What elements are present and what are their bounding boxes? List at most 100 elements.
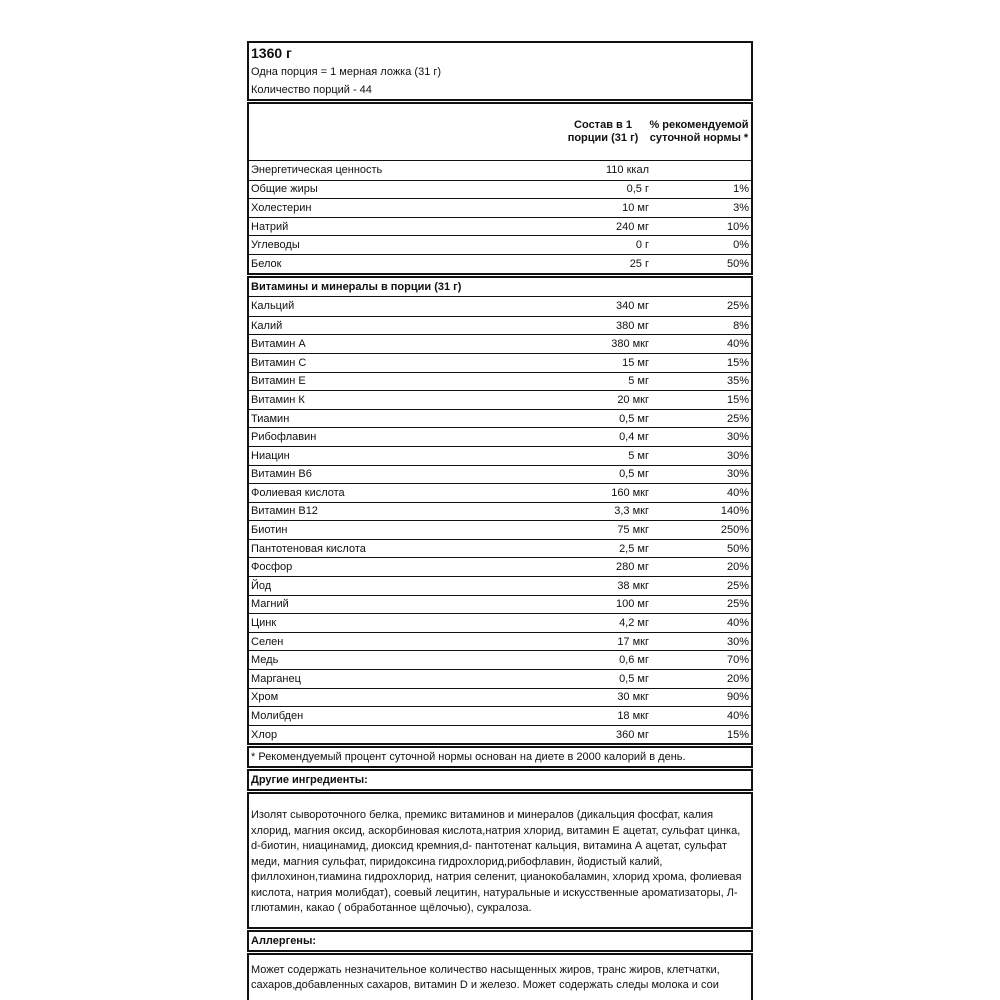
nutrient-name: Молибден [251,710,304,723]
nutrient-name: Витамин А [251,338,306,351]
amount-value: 0,5 г [626,183,649,196]
table-row: Биотин 75 мкг 250% [249,520,751,539]
amount-value: 25 г [629,257,649,270]
percent-value: 90% [726,691,749,704]
nutrient-name: Хром [251,691,279,704]
amount-value: 17 мкг [617,635,649,648]
vitamins-header: Витамины и минералы в порции (31 г) [249,278,751,297]
percent-value: 70% [726,654,749,667]
amount-value: 110 ккал [606,164,649,177]
percent-value: 30% [726,635,749,648]
percent-value: 15% [726,393,749,406]
table-row: Витамин А 380 мкг 40% [249,334,751,353]
ingredients-header-block: Другие ингредиенты: [247,769,753,792]
nutrient-name: Цинк [251,617,277,630]
amount-column-header: Состав в 1 порции (31 г) [567,119,639,144]
servings-count: Количество порций - 44 [251,84,372,96]
table-row: Магний 100 мг 25% [249,594,751,614]
amount-value: 360 мг [616,728,649,741]
nutrient-name: Магний [251,598,289,611]
amount-value: 5 мг [628,375,649,388]
percent-value: 25% [726,598,749,611]
nutrient-name: Марганец [251,672,301,685]
nutrient-name: Тиамин [251,412,290,425]
nutrient-name: Витамин Е [251,375,306,388]
column-headers: Состав в 1 порции (31 г) % рекомендуемой… [249,104,751,160]
nutrients-block: Состав в 1 порции (31 г) % рекомендуемой… [247,102,753,275]
percent-value: 250% [720,524,749,537]
amount-value: 5 мг [628,449,649,462]
nutrient-name: Медь [251,654,279,667]
nutrient-name: Калий [251,319,283,332]
table-row: Витамин Е 5 мг 35% [249,371,751,391]
amount-value: 0,5 мг [619,468,649,481]
nutrition-label: 1360 г Одна порция = 1 мерная ложка (31 … [247,41,753,1000]
percent-value: 15% [726,356,749,369]
table-row: Фосфор 280 мг 20% [249,557,751,576]
percent-value: 25% [726,300,749,313]
percent-value: 40% [726,486,749,499]
ingredients-title: Другие ингредиенты: [251,774,368,787]
amount-value: 0,4 мг [619,431,649,444]
table-row: Витамин В6 0,5 мг 30% [249,464,751,484]
table-row: Витамин С 15 мг 15% [249,352,751,372]
percent-value: 140% [720,505,749,518]
amount-value: 38 мкг [617,579,649,592]
percent-value: 30% [726,431,749,444]
percent-value: 25% [726,579,749,592]
amount-value: 3,3 мкг [614,505,649,518]
nutrient-name: Пантотеновая кислота [251,542,366,555]
nutrient-name: Белок [251,257,282,270]
nutrient-name: Натрий [251,220,289,233]
nutrient-name: Холестерин [251,201,312,214]
nutrient-name: Кальций [251,300,295,313]
amount-value: 4,2 мг [619,617,649,630]
percent-value: 20% [726,672,749,685]
table-row: Фолиевая кислота 160 мкг 40% [249,483,751,502]
nutrient-name: Витамин В6 [251,468,312,481]
package-weight: 1360 г [251,45,292,61]
amount-value: 15 мг [622,356,649,369]
percent-value: 30% [726,468,749,481]
header-block: 1360 г Одна порция = 1 мерная ложка (31 … [247,41,753,101]
table-row: Ниацин 5 мг 30% [249,445,751,465]
nutrient-name: Биотин [251,524,288,537]
percent-value: 20% [726,561,749,574]
amount-value: 240 мг [616,220,649,233]
nutrient-name: Общие жиры [251,183,318,196]
percent-value: 8% [733,319,749,332]
amount-value: 2,5 мг [619,542,649,555]
percent-value: 50% [726,257,749,270]
nutrient-name: Хлор [251,728,278,741]
table-row: Натрий 240 мг 10% [249,216,751,236]
table-row: Цинк 4,2 мг 40% [249,613,751,632]
vitamins-header-text: Витамины и минералы в порции (31 г) [251,280,462,293]
table-row: Тиамин 0,5 мг 25% [249,408,751,428]
amount-value: 75 мкг [617,524,649,537]
amount-value: 100 мг [616,598,649,611]
nutrient-name: Ниацин [251,449,290,462]
percent-value: 1% [733,183,749,196]
nutrient-name: Витамин В12 [251,505,318,518]
amount-value: 0,5 мг [619,672,649,685]
amount-value: 0,6 мг [619,654,649,667]
allergens-text: Может содержать незначительное количеств… [251,963,720,992]
table-row: Хлор 360 мг 15% [249,724,751,744]
nutrient-name: Витамин С [251,356,307,369]
table-row: Углеводы 0 г 0% [249,235,751,254]
percent-value: 40% [726,338,749,351]
table-row: Хром 30 мкг 90% [249,687,751,707]
table-row: Общие жиры 0,5 г 1% [249,179,751,199]
amount-value: 0,5 мг [619,412,649,425]
percent-value: 3% [733,201,749,214]
nutrient-name: Фосфор [251,561,293,574]
table-row: Пантотеновая кислота 2,5 мг 50% [249,538,751,558]
table-row: Йод 38 мкг 25% [249,576,751,595]
amount-value: 340 мг [616,300,649,313]
percent-value: 30% [726,449,749,462]
ingredients-text: Изолят сывороточного белка, премикс вита… [251,809,742,915]
table-row: Молибден 18 мкг 40% [249,706,751,725]
nutrient-name: Фолиевая кислота [251,486,345,499]
percent-value: 25% [726,412,749,425]
table-row: Рибофлавин 0,4 мг 30% [249,427,751,446]
